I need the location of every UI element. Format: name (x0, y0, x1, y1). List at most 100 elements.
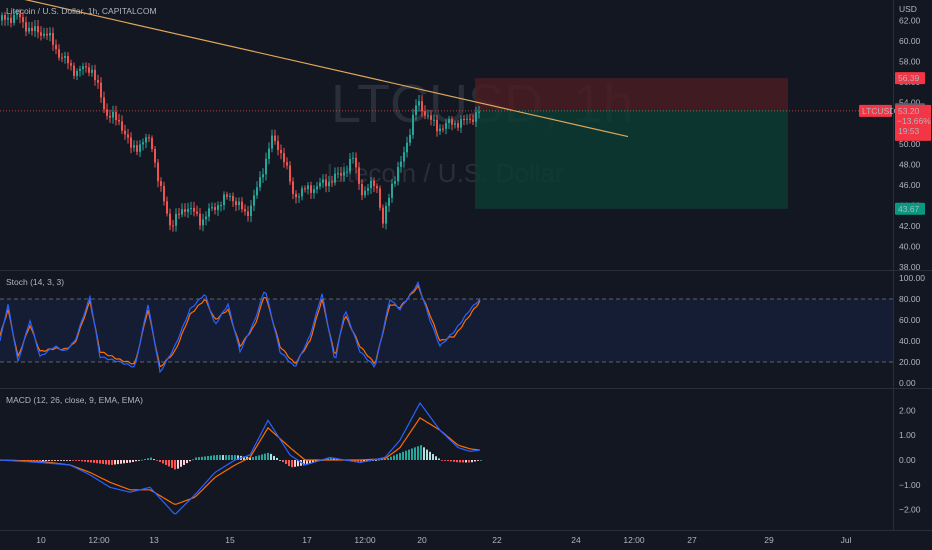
macd-histogram-bar (105, 460, 107, 465)
macd-histogram-bar (420, 445, 422, 460)
candle-body (256, 187, 258, 196)
candle-body (127, 134, 129, 138)
macd-histogram-bar (210, 455, 212, 460)
candle-body (205, 216, 207, 220)
stoch-label[interactable]: Stoch (14, 3, 3) (6, 277, 64, 287)
macd-pane[interactable] (0, 401, 482, 515)
trendline[interactable] (0, 0, 629, 138)
candle-body (265, 158, 267, 175)
candle-body (157, 162, 159, 182)
macd-line (0, 401, 481, 515)
macd-histogram-bar (144, 459, 146, 460)
candle-body (121, 121, 123, 131)
candle-body (82, 66, 84, 69)
macd-histogram-bar (111, 460, 113, 465)
candle-body (322, 179, 324, 183)
macd-histogram-bar (51, 460, 53, 461)
macd-histogram-bar (186, 460, 188, 464)
time-tick-label: 12:00 (623, 535, 645, 545)
time-tick-label: 10 (36, 535, 46, 545)
price-tick-label: 58.00 (899, 57, 921, 67)
candle-body (430, 115, 432, 120)
stoch-k-line (0, 280, 481, 374)
candle-body (358, 167, 360, 184)
stoch-tick-label: 40.00 (899, 336, 921, 346)
macd-signal-line (0, 416, 481, 505)
macd-histogram-bar (213, 455, 215, 460)
stop-price-badge-bg (895, 72, 925, 85)
price-tick-label: 50.00 (899, 139, 921, 149)
candle-body (268, 148, 270, 159)
candle-body (307, 185, 309, 190)
macd-histogram-bar (462, 460, 464, 463)
macd-histogram-bar (306, 460, 308, 465)
macd-histogram-bar (180, 460, 182, 467)
price-tick-label: 40.00 (899, 241, 921, 251)
macd-histogram-bar (279, 460, 281, 461)
macd-histogram-bar (162, 460, 164, 464)
candle-body (106, 109, 108, 116)
candle-body (346, 171, 348, 173)
price-pane[interactable] (0, 0, 893, 232)
candle-body (91, 69, 93, 73)
macd-histogram-bar (222, 455, 224, 460)
candle-body (28, 27, 30, 32)
candle-body (301, 188, 303, 197)
macd-histogram-bar (75, 460, 77, 461)
candle-body (349, 158, 351, 172)
stoch-tick-label: 60.00 (899, 315, 921, 325)
candle-body (463, 118, 465, 120)
stoch-pane[interactable] (0, 280, 893, 374)
candle-body (310, 185, 312, 193)
price-tick-label: 62.00 (899, 16, 921, 26)
macd-histogram-bar (243, 456, 245, 460)
stoch-tick-label: 80.00 (899, 294, 921, 304)
macd-histogram-bar (447, 460, 449, 461)
stop-loss-zone[interactable] (475, 78, 788, 110)
candle-body (442, 128, 444, 130)
candle-body (382, 207, 384, 224)
macd-histogram-bar (438, 458, 440, 460)
macd-histogram-bar (435, 456, 437, 460)
candle-body (193, 207, 195, 212)
macd-histogram-bar (234, 455, 236, 460)
macd-histogram-bar (297, 460, 299, 467)
candle-body (448, 119, 450, 123)
candle-body (64, 56, 66, 58)
candle-body (130, 137, 132, 148)
candle-body (55, 44, 57, 50)
stoch-tick-label: 20.00 (899, 357, 921, 367)
take-profit-zone[interactable] (475, 109, 788, 209)
candle-body (367, 188, 369, 191)
time-tick-label: 17 (302, 535, 312, 545)
candle-body (19, 13, 21, 18)
candle-body (286, 162, 288, 166)
macd-histogram-bar (171, 460, 173, 468)
candle-body (70, 63, 72, 66)
candle-body (37, 26, 39, 33)
macd-histogram-bar (432, 454, 434, 460)
price-tick-label: 48.00 (899, 159, 921, 169)
candle-body (391, 183, 393, 198)
candle-body (145, 137, 147, 143)
candle-body (178, 213, 180, 215)
candle-body (376, 186, 378, 189)
macd-histogram-bar (384, 458, 386, 460)
candle-body (16, 13, 18, 15)
candle-body (427, 115, 429, 117)
candle-body (154, 149, 156, 163)
candle-body (229, 195, 231, 197)
macd-label[interactable]: MACD (12, 26, close, 9, EMA, EMA) (6, 395, 143, 405)
macd-histogram-bar (426, 449, 428, 460)
candle-body (421, 101, 423, 112)
candle-body (208, 208, 210, 217)
macd-histogram-bar (267, 452, 269, 460)
candle-body (226, 194, 228, 197)
time-tick-label: 22 (492, 535, 502, 545)
target-price-badge-bg (895, 202, 925, 215)
candle-body (1, 15, 3, 21)
macd-histogram-bar (444, 460, 446, 461)
macd-histogram-bar (177, 460, 179, 469)
macd-histogram-bar (429, 451, 431, 460)
